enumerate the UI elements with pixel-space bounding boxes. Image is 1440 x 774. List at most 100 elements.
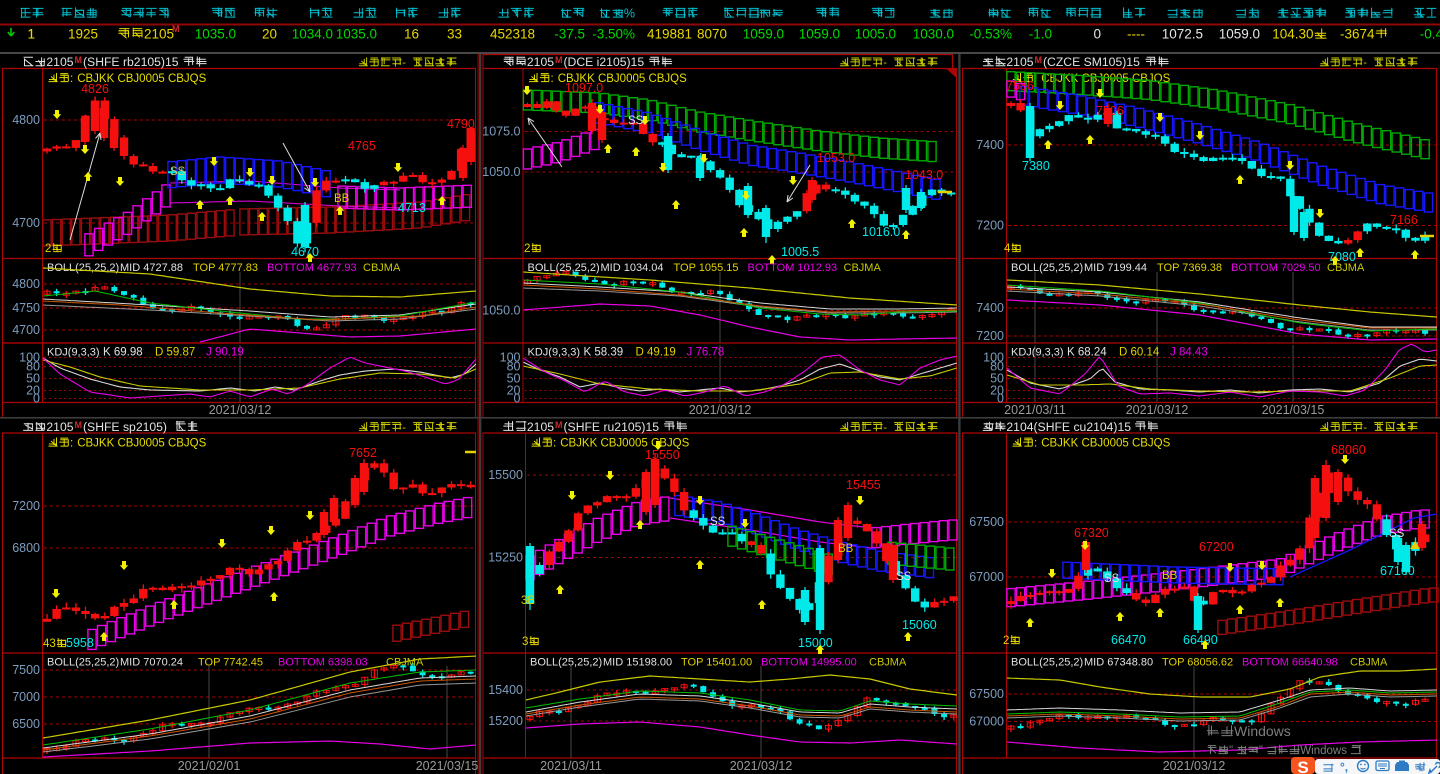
svg-text:(SHFE sp2105): (SHFE sp2105) [83,420,167,434]
svg-text:(CZCE SM105)15: (CZCE SM105)15 [1043,55,1140,69]
svg-text:7200: 7200 [12,499,40,513]
svg-text:J 84.43: J 84.43 [1170,347,1208,359]
svg-text:SS: SS [628,115,644,127]
svg-text:100: 100 [500,351,521,365]
svg-text:M: M [555,55,563,65]
svg-text:80: 80 [990,360,1004,374]
svg-text:BOTTOM 1012.93: BOTTOM 1012.93 [748,262,838,274]
svg-text:33: 33 [447,27,462,42]
svg-text:50: 50 [26,372,40,386]
svg-text:BOTTOM 14995.00: BOTTOM 14995.00 [761,657,857,669]
svg-text:15400: 15400 [488,683,523,697]
svg-text:16: 16 [404,27,419,42]
svg-text:SS: SS [1104,573,1120,585]
svg-text:2021/03/12: 2021/03/12 [209,403,272,417]
svg-text::: : [551,73,554,85]
svg-text:4765: 4765 [348,139,376,153]
svg-text:1005.5: 1005.5 [781,245,819,259]
svg-text:BOTTOM 66640.98: BOTTOM 66640.98 [1242,657,1338,669]
svg-text:-: - [1363,57,1367,69]
svg-text:2021/03/12: 2021/03/12 [730,759,793,773]
svg-text:CBJMA: CBJMA [363,262,401,274]
svg-text:2105: 2105 [144,27,174,42]
svg-text:BOLL(25,25,2): BOLL(25,25,2) [47,657,119,669]
svg-text:BOTTOM 4677.93: BOTTOM 4677.93 [267,262,357,274]
svg-text:1035.0: 1035.0 [336,27,377,42]
svg-text:7166: 7166 [1390,213,1418,227]
svg-text:2105: 2105 [46,420,73,434]
svg-text:-: - [402,422,406,434]
svg-text:2: 2 [1003,635,1009,647]
svg-text:1050.0: 1050.0 [482,304,520,318]
svg-text:1059.0: 1059.0 [799,27,840,42]
svg-text::: : [70,73,73,85]
svg-text:7586: 7586 [1006,79,1034,93]
svg-text:4670: 4670 [291,245,319,259]
svg-text:67100: 67100 [1380,564,1415,578]
svg-text:4790: 4790 [447,117,475,131]
svg-text:20: 20 [990,384,1004,398]
svg-text:0: 0 [514,392,521,406]
svg-text:KDJ(9,3,3): KDJ(9,3,3) [1011,347,1064,359]
svg-text:66490: 66490 [1183,633,1218,647]
svg-text:15060: 15060 [902,618,937,632]
svg-text:15500: 15500 [488,468,523,482]
svg-text:4713: 4713 [398,201,426,215]
svg-text:67500: 67500 [969,515,1004,529]
svg-text:4700: 4700 [12,323,40,337]
svg-text:-: - [883,57,887,69]
svg-text:0: 0 [33,392,40,406]
svg-text:1030.0: 1030.0 [913,27,954,42]
svg-text:15550: 15550 [645,448,680,462]
svg-text:CBJMA: CBJMA [844,262,882,274]
svg-text:BOLL(25,25,2): BOLL(25,25,2) [530,657,602,669]
svg-text:MID 15198.00: MID 15198.00 [603,657,672,669]
svg-text:TOP 7369.38: TOP 7369.38 [1157,262,1222,274]
svg-text:2105: 2105 [46,55,73,69]
svg-text:(SHFE cu2104)15: (SHFE cu2104)15 [1034,420,1132,434]
svg-text:1072.5: 1072.5 [1162,27,1203,42]
svg-text:2105: 2105 [527,55,554,69]
svg-text:2105: 2105 [1006,55,1033,69]
svg-text:1059.0: 1059.0 [743,27,784,42]
svg-text:-3674: -3674 [1340,27,1375,42]
svg-text:": " [1229,745,1233,757]
svg-text:BB: BB [1162,570,1178,582]
svg-text:BB: BB [334,193,350,205]
svg-text:M: M [555,420,563,430]
svg-text:5958: 5958 [66,636,94,650]
svg-text:67500: 67500 [969,687,1004,701]
svg-text:4800: 4800 [12,113,40,127]
svg-text:452318: 452318 [490,27,535,42]
svg-text:0: 0 [1093,27,1101,42]
svg-text:-: - [402,57,406,69]
svg-text:2021/03/12: 2021/03/12 [689,403,752,417]
svg-text:Windows: Windows [1300,745,1347,757]
svg-text:15200: 15200 [488,714,523,728]
svg-text:7000: 7000 [12,690,40,704]
svg-text:20: 20 [26,384,40,398]
svg-text:7652: 7652 [349,446,377,460]
svg-text:1034.0: 1034.0 [292,27,333,42]
svg-text:BOTTOM 7029.50: BOTTOM 7029.50 [1231,262,1321,274]
svg-text::: : [553,438,556,450]
svg-text:20: 20 [507,384,521,398]
svg-text:43: 43 [43,638,56,650]
svg-text:67320: 67320 [1074,526,1109,540]
svg-text:CBJMA: CBJMA [1350,657,1388,669]
svg-text:BB: BB [838,543,854,555]
svg-text:KDJ(9,3,3): KDJ(9,3,3) [528,347,581,359]
svg-text:68060: 68060 [1331,443,1366,457]
svg-text:2021/03/12: 2021/03/12 [1163,759,1226,773]
svg-text:1005.0: 1005.0 [855,27,896,42]
svg-text:67000: 67000 [969,715,1004,729]
svg-text:MID 7199.44: MID 7199.44 [1084,262,1147,274]
svg-text:D 49.19: D 49.19 [636,347,676,359]
svg-text:7380: 7380 [1022,159,1050,173]
svg-text:67000: 67000 [969,570,1004,584]
svg-text:1075.0: 1075.0 [482,125,520,139]
svg-text:BOLL(25,25,2): BOLL(25,25,2) [1011,262,1083,274]
svg-text:7400: 7400 [976,301,1004,315]
svg-text:M: M [172,24,180,34]
svg-text:SS: SS [170,166,186,178]
